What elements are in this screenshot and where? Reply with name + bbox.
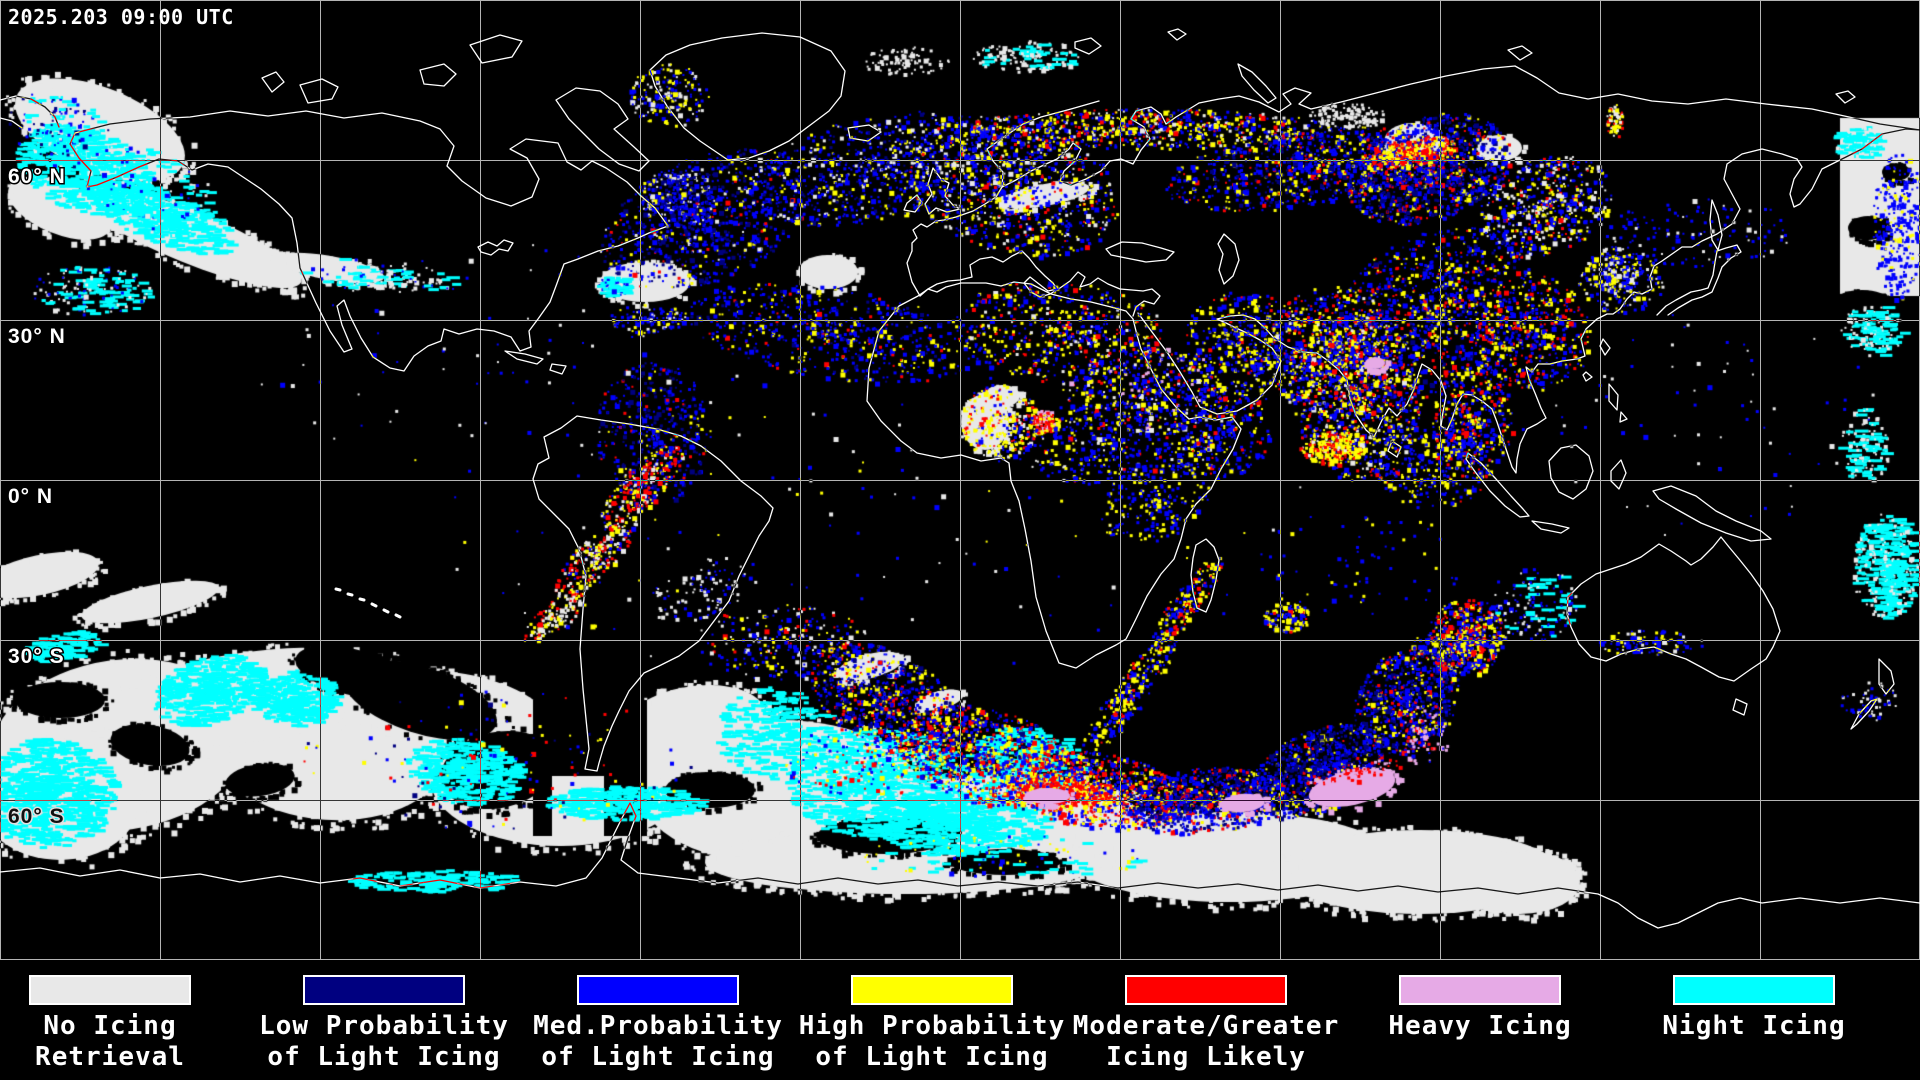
coast-asia-arctic xyxy=(1198,65,1920,131)
legend-label: Night Icing xyxy=(1662,1011,1846,1041)
legend-item: Low Probability of Light Icing xyxy=(247,960,521,1080)
coast-africa xyxy=(866,281,1242,669)
legend-label: Moderate/Greater Icing Likely xyxy=(1072,1011,1340,1072)
latitude-label: 0° N xyxy=(8,485,53,508)
legend-item: Moderate/Greater Icing Likely xyxy=(1069,960,1343,1080)
latitude-label: 60° S xyxy=(8,805,65,828)
legend-swatch xyxy=(577,975,739,1005)
legend-swatch xyxy=(29,975,191,1005)
coast-chukotka xyxy=(0,95,60,129)
coast-west-europe xyxy=(906,186,1003,297)
legend-label: Med.Probability of Light Icing xyxy=(533,1011,783,1072)
icing-map: 60° N 30° N 0° N 30° S 60° S 2025.203 09:00 … xyxy=(0,0,1920,960)
legend-swatch xyxy=(303,975,465,1005)
coast-greenland xyxy=(649,32,846,161)
legend-swatch xyxy=(1125,975,1287,1005)
coast-asia-main xyxy=(1137,128,1920,474)
legend: No Icing Retrieval Low Probability of Light… xyxy=(0,960,1920,1080)
latitude-label: 30° S xyxy=(8,645,65,668)
latitude-label: 60° N xyxy=(8,165,66,188)
coastline-grid-layer xyxy=(0,0,1920,960)
coast-japan-sakhalin xyxy=(1656,199,1742,316)
legend-item: Heavy Icing xyxy=(1343,960,1617,1080)
world-coastlines xyxy=(0,28,1920,929)
latitude-label: 30° N xyxy=(8,325,66,348)
legend-label: Low Probability of Light Icing xyxy=(259,1011,509,1072)
coast-uk-ireland xyxy=(903,167,961,215)
coast-indonesia xyxy=(1465,444,1772,542)
coast-south-america xyxy=(532,415,774,772)
legend-item: No Icing Retrieval xyxy=(0,960,247,1080)
coast-madagascar xyxy=(1190,538,1220,613)
legend-label: Heavy Icing xyxy=(1388,1011,1572,1041)
legend-item: Night Icing xyxy=(1617,960,1891,1080)
latitude-labels-layer: 60° N 30° N 0° N 30° S 60° S xyxy=(7,164,67,830)
coast-north-america xyxy=(69,110,669,372)
coast-iceland xyxy=(847,124,882,142)
timestamp: 2025.203 09:00 UTC xyxy=(8,5,234,29)
legend-item: Med.Probability of Light Icing xyxy=(521,960,795,1080)
legend-label: No Icing Retrieval xyxy=(35,1011,185,1072)
coast-small-islands xyxy=(1387,338,1628,458)
graticule-lines xyxy=(0,0,1920,960)
coast-arctic-islands xyxy=(261,28,1856,172)
coast-australia-nz xyxy=(1566,536,1895,730)
coast-hawaii xyxy=(334,587,402,619)
legend-item: High Probability of Light Icing xyxy=(795,960,1069,1080)
coast-caribbean xyxy=(477,239,567,375)
legend-label: High Probability of Light Icing xyxy=(798,1011,1066,1072)
legend-swatch xyxy=(851,975,1013,1005)
legend-swatch xyxy=(1399,975,1561,1005)
coast-black-caspian-sea xyxy=(1105,233,1240,285)
coast-scandinavia xyxy=(986,100,1200,188)
legend-swatch xyxy=(1673,975,1835,1005)
coast-antarctica xyxy=(0,802,1920,929)
